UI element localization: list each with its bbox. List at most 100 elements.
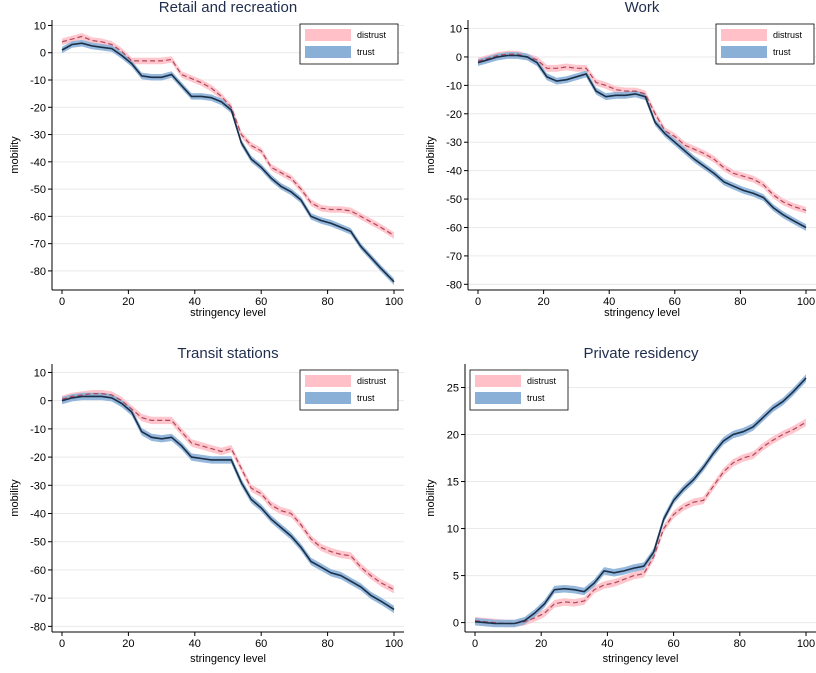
y-tick-label: -40 bbox=[446, 166, 462, 178]
x-tick-label: 20 bbox=[122, 638, 134, 650]
ci-band-trust bbox=[62, 392, 394, 614]
x-axis-title: stringency level bbox=[190, 653, 266, 665]
legend-swatch-distrust bbox=[305, 375, 351, 387]
legend: distrust trust bbox=[299, 369, 399, 411]
x-tick-label: 80 bbox=[321, 638, 333, 650]
ci-band-trust bbox=[475, 374, 806, 628]
y-tick-label: -50 bbox=[30, 184, 46, 196]
chart-retail-and-recreation: 100-10-20-30-40-50-60-70-800 20 40 60 80 100R… bbox=[9, 0, 404, 319]
legend-label-distrust: distrust bbox=[357, 376, 387, 386]
legend-label-distrust: distrust bbox=[357, 30, 387, 40]
y-axis-title: mobility bbox=[9, 136, 21, 174]
x-tick-label: 100 bbox=[797, 638, 815, 650]
chart-title: Work bbox=[625, 0, 660, 16]
x-tick-label: 60 bbox=[255, 638, 267, 650]
y-tick-label: -80 bbox=[30, 266, 46, 278]
legend-label-distrust: distrust bbox=[773, 30, 803, 40]
legend-label-trust: trust bbox=[527, 393, 545, 403]
x-tick-label: 60 bbox=[667, 638, 679, 650]
x-tick-label: 100 bbox=[385, 638, 403, 650]
y-tick-label: -60 bbox=[446, 222, 462, 234]
y-tick-label: -20 bbox=[446, 109, 462, 121]
chart-work: 100-10-20-30-40-50-60-70-800 20 40 60 80 100W… bbox=[425, 0, 816, 319]
legend-swatch-distrust bbox=[475, 375, 521, 387]
legend: distrust trust bbox=[469, 369, 569, 411]
series-line-distrust bbox=[61, 35, 395, 237]
y-axis-title: mobility bbox=[425, 136, 437, 174]
series-line-trust bbox=[477, 54, 807, 229]
x-tick-label: 40 bbox=[189, 638, 201, 650]
series-line-distrust bbox=[477, 53, 807, 211]
y-tick-label: -70 bbox=[446, 251, 462, 263]
x-tick-label: 20 bbox=[535, 638, 547, 650]
ci-band-trust bbox=[478, 52, 806, 231]
y-axis-title: mobility bbox=[425, 479, 437, 517]
y-tick-label: -10 bbox=[446, 80, 462, 92]
legend: distrust trust bbox=[715, 23, 815, 65]
x-tick-label: 60 bbox=[255, 296, 267, 308]
x-tick-label: 40 bbox=[189, 296, 201, 308]
x-tick-label: 100 bbox=[385, 296, 403, 308]
y-tick-label: 0 bbox=[456, 52, 462, 64]
chart-title: Private residency bbox=[583, 345, 699, 362]
series-line-trust bbox=[61, 395, 395, 611]
series-line-trust bbox=[61, 42, 395, 283]
ci-band-trust bbox=[62, 39, 394, 286]
y-tick-label: -80 bbox=[30, 621, 46, 633]
y-tick-label: 0 bbox=[453, 618, 459, 630]
x-tick-label: 0 bbox=[475, 296, 481, 308]
chart-private-residency: 25 20 15 10 5 0 0 20 40 60 80 100 Private residency s… bbox=[425, 345, 816, 665]
x-tick-label: 0 bbox=[59, 296, 65, 308]
legend-swatch-distrust bbox=[721, 29, 767, 41]
legend-label-trust: trust bbox=[357, 47, 375, 57]
x-tick-label: 40 bbox=[601, 638, 613, 650]
ci-band-distrust bbox=[62, 33, 394, 239]
chart-transit-stations: 100-10-20-30-40-50-60-70-800 20 40 60 80 100T… bbox=[9, 345, 404, 665]
y-tick-label: -20 bbox=[30, 452, 46, 464]
x-axis-title: stringency level bbox=[604, 307, 680, 319]
series-line-trust bbox=[474, 377, 807, 625]
x-tick-label: 60 bbox=[669, 296, 681, 308]
y-tick-label: -20 bbox=[30, 102, 46, 114]
series-line-distrust bbox=[61, 393, 395, 591]
x-tick-label: 80 bbox=[734, 638, 746, 650]
y-tick-label: 15 bbox=[447, 477, 459, 489]
y-tick-label: 0 bbox=[40, 396, 46, 408]
y-tick-label: -40 bbox=[30, 157, 46, 169]
y-tick-label: -70 bbox=[30, 239, 46, 251]
legend-swatch-trust bbox=[721, 46, 767, 58]
legend-swatch-trust bbox=[305, 392, 351, 404]
y-tick-label: 10 bbox=[450, 24, 462, 36]
x-tick-label: 40 bbox=[603, 296, 615, 308]
ci-band-distrust bbox=[478, 50, 806, 214]
y-tick-label: -60 bbox=[30, 211, 46, 223]
y-tick-label: -70 bbox=[30, 593, 46, 605]
legend-label-trust: trust bbox=[357, 393, 375, 403]
chart-title: Retail and recreation bbox=[159, 0, 297, 16]
y-tick-label: -60 bbox=[30, 565, 46, 577]
legend-swatch-trust bbox=[305, 46, 351, 58]
legend-label-distrust: distrust bbox=[527, 376, 557, 386]
ci-band-distrust bbox=[62, 390, 394, 594]
y-tick-label: -50 bbox=[30, 537, 46, 549]
x-axis-title: stringency level bbox=[603, 653, 679, 665]
legend-label-trust: trust bbox=[773, 47, 791, 57]
y-tick-label: -10 bbox=[30, 424, 46, 436]
y-tick-label: 5 bbox=[453, 571, 459, 583]
y-tick-label: 20 bbox=[447, 430, 459, 442]
y-tick-label: -30 bbox=[446, 137, 462, 149]
x-tick-label: 0 bbox=[59, 638, 65, 650]
y-tick-label: -40 bbox=[30, 509, 46, 521]
legend-swatch-trust bbox=[475, 392, 521, 404]
series-line-distrust bbox=[474, 421, 807, 625]
y-tick-label: -30 bbox=[30, 130, 46, 142]
y-tick-label: 10 bbox=[447, 524, 459, 536]
y-tick-label: -30 bbox=[30, 480, 46, 492]
y-tick-label: 25 bbox=[447, 383, 459, 395]
x-tick-label: 0 bbox=[472, 638, 478, 650]
y-tick-label: 10 bbox=[34, 367, 46, 379]
x-tick-label: 80 bbox=[321, 296, 333, 308]
y-tick-label: -80 bbox=[446, 279, 462, 291]
x-tick-label: 100 bbox=[797, 296, 815, 308]
